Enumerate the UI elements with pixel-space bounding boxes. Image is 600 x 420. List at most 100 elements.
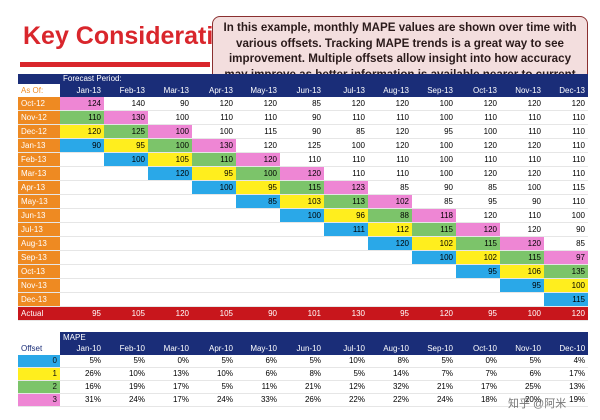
forecast-cell — [324, 292, 368, 307]
forecast-cell: 110 — [192, 152, 236, 167]
forecast-cell: 120 — [456, 222, 500, 237]
forecast-cell: 95 — [412, 124, 456, 139]
forecast-cell — [236, 292, 280, 307]
as-of-label: As Of: — [18, 84, 60, 97]
forecast-row: Oct-12 124 140 90 120 120 85 120 120 100 120 120 120 — [18, 97, 589, 111]
forecast-cell: 110 — [368, 110, 412, 125]
mape-month-header: Jan-10 — [60, 343, 104, 355]
forecast-cell — [456, 292, 500, 307]
forecast-cell — [324, 236, 368, 251]
as-of-month-label: Mar-13 — [18, 166, 60, 181]
forecast-cell: 100 — [280, 208, 324, 223]
mape-cell: 32% — [368, 380, 412, 394]
forecast-cell: 100 — [148, 138, 192, 153]
forecast-cell: 115 — [544, 292, 589, 307]
mape-row: 3 31% 24% 17% 24% 33% 26% 22% 22% 24% 18% 20% 19% — [18, 393, 589, 407]
as-of-month-label: Jun-13 — [18, 208, 60, 223]
forecast-cell: 110 — [236, 110, 280, 125]
mape-row: 1 26% 10% 13% 10% 6% 8% 5% 14% 7% 7% 6% 17% — [18, 367, 589, 381]
forecast-cell: 115 — [236, 124, 280, 139]
forecast-cell: 85 — [368, 180, 412, 195]
forecast-cell — [368, 264, 412, 279]
forecast-cell — [192, 292, 236, 307]
forecast-cell: 115 — [412, 222, 456, 237]
forecast-cell: 90 — [148, 97, 192, 111]
forecast-cell: 110 — [544, 110, 589, 125]
mape-cell: 33% — [236, 393, 280, 407]
forecast-cell — [60, 194, 104, 209]
actual-row: Actual 95 105 120 105 90 101 130 95 120 95 100 120 — [18, 306, 589, 321]
as-of-month-label: Feb-13 — [18, 152, 60, 167]
forecast-cell — [368, 292, 412, 307]
actual-value: 105 — [104, 306, 148, 321]
forecast-cell: 120 — [236, 138, 280, 153]
title-underline — [20, 62, 210, 67]
mape-cell: 6% — [236, 355, 280, 368]
mape-cell: 17% — [148, 380, 192, 394]
forecast-cell — [60, 180, 104, 195]
mape-cell: 5% — [280, 355, 324, 368]
mape-cell: 5% — [500, 355, 544, 368]
forecast-cell: 110 — [192, 110, 236, 125]
forecast-cell — [236, 278, 280, 293]
forecast-month-header: Aug-13 — [368, 84, 412, 97]
mape-cell: 4% — [544, 355, 589, 368]
forecast-cell: 110 — [500, 208, 544, 223]
header-area: Key Considerations In this example, mont… — [0, 0, 600, 96]
offset-value: 3 — [18, 393, 60, 407]
forecast-cell — [368, 278, 412, 293]
mape-month-header: Apr-10 — [192, 343, 236, 355]
forecast-cell — [104, 250, 148, 265]
forecast-cell: 100 — [456, 124, 500, 139]
as-of-month-label: Jul-13 — [18, 222, 60, 237]
forecast-cell: 90 — [500, 194, 544, 209]
as-of-month-label: Oct-13 — [18, 264, 60, 279]
forecast-cell: 100 — [148, 124, 192, 139]
forecast-cell: 90 — [280, 124, 324, 139]
forecast-cell: 110 — [544, 124, 589, 139]
forecast-cell — [104, 194, 148, 209]
forecast-cell: 130 — [192, 138, 236, 153]
mape-cell: 21% — [412, 380, 456, 394]
forecast-cell — [148, 194, 192, 209]
forecast-cell: 100 — [324, 138, 368, 153]
forecast-cell: 100 — [412, 166, 456, 181]
forecast-cell: 105 — [148, 152, 192, 167]
forecast-cell: 120 — [544, 97, 589, 111]
forecast-cell — [324, 264, 368, 279]
forecast-cell: 120 — [192, 97, 236, 111]
forecast-cell: 110 — [500, 124, 544, 139]
offset-value: 2 — [18, 380, 60, 394]
forecast-cell — [324, 278, 368, 293]
forecast-row: Jan-13 90 95 100 130 120 125 100 120 100 120 120 110 — [18, 138, 589, 153]
forecast-cell: 100 — [412, 110, 456, 125]
forecast-cell: 95 — [192, 166, 236, 181]
forecast-cell: 120 — [236, 97, 280, 111]
mape-cell: 6% — [500, 367, 544, 381]
forecast-cell — [280, 292, 324, 307]
forecast-cell: 88 — [368, 208, 412, 223]
forecast-cell — [60, 166, 104, 181]
forecast-month-header: Apr-13 — [192, 84, 236, 97]
forecast-cell: 124 — [60, 97, 104, 111]
forecast-cell — [192, 264, 236, 279]
mape-cell: 20% — [500, 393, 544, 407]
forecast-cell — [236, 264, 280, 279]
mape-month-header: Nov-10 — [500, 343, 544, 355]
forecast-cell — [148, 278, 192, 293]
actual-value: 120 — [544, 306, 589, 321]
forecast-cell: 110 — [500, 110, 544, 125]
forecast-cell — [60, 250, 104, 265]
mape-cell: 5% — [412, 355, 456, 368]
mape-cell: 24% — [192, 393, 236, 407]
forecast-cell — [104, 292, 148, 307]
forecast-row: Aug-13 120 102 115 120 85 — [18, 236, 589, 251]
forecast-month-header: Sep-13 — [412, 84, 456, 97]
forecast-cell: 120 — [500, 166, 544, 181]
forecast-cell: 120 — [368, 138, 412, 153]
forecast-row: Nov-12 110 130 100 110 110 90 110 110 100 110 110 11… — [18, 110, 589, 125]
forecast-cell — [368, 250, 412, 265]
forecast-cell: 118 — [412, 208, 456, 223]
forecast-cell: 102 — [412, 236, 456, 251]
forecast-month-header: Feb-13 — [104, 84, 148, 97]
